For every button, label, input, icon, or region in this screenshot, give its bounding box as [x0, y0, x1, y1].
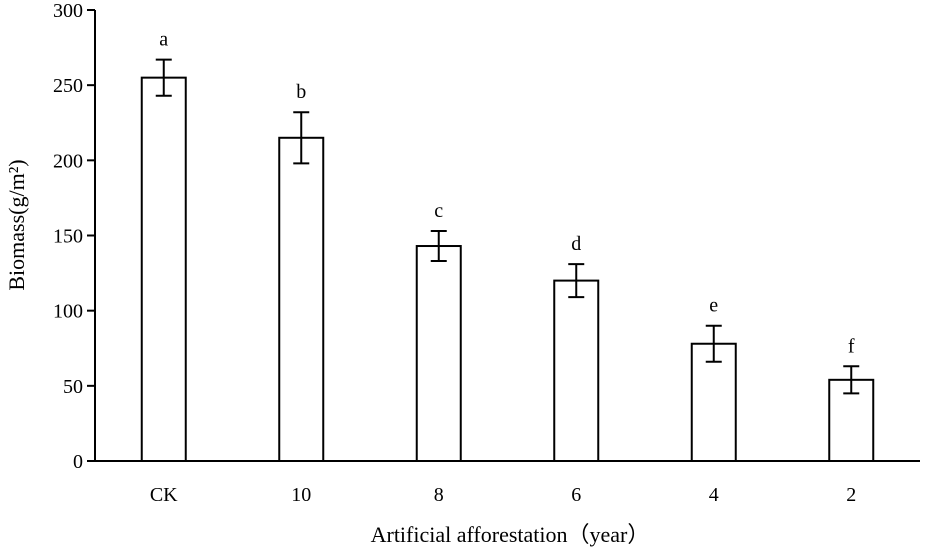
error-bar-8: [430, 229, 447, 263]
x-category-label: CK: [150, 484, 178, 506]
significance-letter: d: [571, 233, 581, 255]
error-bar-6: [568, 263, 585, 299]
y-tick-label: 250: [53, 75, 83, 97]
bar-6: [553, 279, 600, 462]
x-axis-category-labels: CK 10 8 6 4 2: [150, 484, 856, 506]
significance-letter: b: [296, 81, 306, 103]
x-category-label: 8: [434, 484, 444, 506]
error-bar-CK: [155, 58, 172, 97]
significance-letter: c: [434, 200, 443, 222]
y-axis-ticks: 0 50 100 150 200 250 300: [53, 0, 95, 473]
significance-letters-group: a b c d e f: [159, 29, 855, 358]
error-bar-2: [843, 365, 860, 395]
error-bar-4: [705, 324, 722, 363]
y-tick-label: 50: [63, 376, 83, 398]
y-tick-label: 0: [73, 451, 83, 473]
significance-letter: e: [709, 295, 718, 317]
bar-8: [415, 245, 462, 462]
y-tick-label: 300: [53, 0, 83, 22]
x-category-label: 6: [571, 484, 581, 506]
bars-group: [140, 76, 875, 463]
significance-letter: a: [159, 29, 168, 51]
x-axis-title: Artificial afforestation（year）: [371, 522, 650, 547]
bar-10: [278, 136, 325, 463]
x-category-label: 4: [709, 484, 719, 506]
error-bar-10: [293, 111, 310, 165]
y-tick-label: 100: [53, 301, 83, 323]
y-axis-title: Biomass(g/m²): [4, 159, 29, 290]
y-tick-label: 200: [53, 150, 83, 172]
x-category-label: 2: [846, 484, 856, 506]
significance-letter: f: [848, 335, 855, 357]
bar-CK: [140, 76, 187, 463]
x-category-label: 10: [291, 484, 311, 506]
error-bars-group: [155, 58, 860, 395]
y-tick-label: 150: [53, 226, 83, 248]
